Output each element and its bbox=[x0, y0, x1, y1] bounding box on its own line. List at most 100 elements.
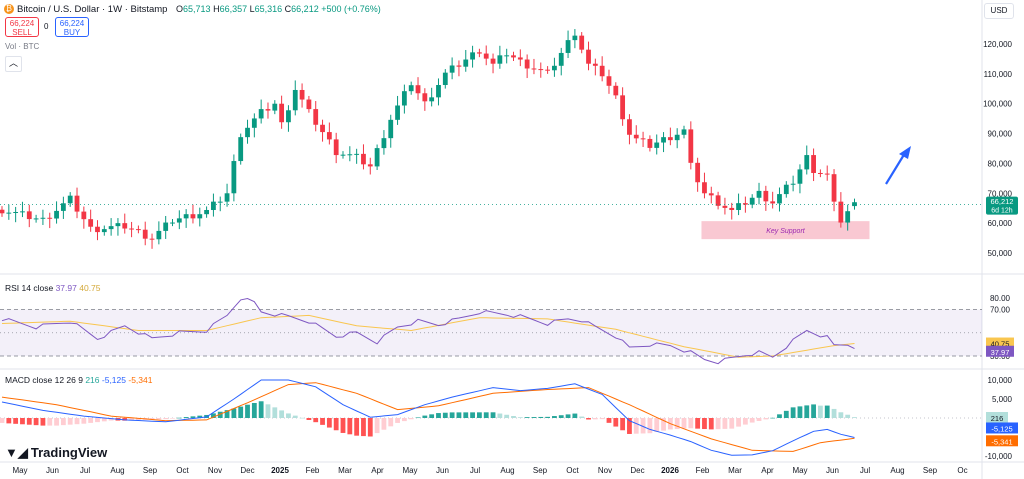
candle-body bbox=[299, 89, 305, 100]
chevron-up-icon[interactable]: ︿ bbox=[5, 56, 22, 72]
candle-body bbox=[742, 203, 748, 205]
time-tick-label: Jun bbox=[46, 466, 59, 475]
candle-body bbox=[708, 193, 714, 196]
macd-histogram-bar bbox=[60, 418, 66, 426]
macd-histogram-bar bbox=[777, 414, 782, 418]
macd-histogram-bar bbox=[20, 418, 25, 425]
candle-body bbox=[340, 154, 346, 156]
candle-body bbox=[715, 195, 721, 206]
macd-histogram-bar bbox=[845, 414, 851, 418]
candle-body bbox=[633, 134, 639, 139]
macd-histogram-bar bbox=[531, 417, 537, 418]
low-value: 65,316 bbox=[254, 4, 283, 14]
macd-histogram-bar bbox=[504, 414, 510, 418]
macd-histogram-bar bbox=[395, 418, 400, 423]
macd-legend-value: -5,125 bbox=[101, 375, 126, 385]
candle-body bbox=[756, 190, 762, 198]
macd-histogram-bar bbox=[211, 413, 216, 418]
ohlc-readout: O65,713 H66,357 L65,316 C66,212 +500 (+0… bbox=[176, 4, 381, 14]
time-tick-label: Jul bbox=[80, 466, 90, 475]
candle-body bbox=[497, 55, 503, 64]
tradingview-logo[interactable]: ▼◢ TradingView bbox=[5, 445, 107, 461]
macd-hist-tag bbox=[986, 412, 1008, 423]
candle-body bbox=[579, 35, 585, 50]
candle-body bbox=[115, 223, 121, 227]
candle-body bbox=[667, 137, 673, 141]
candle-body bbox=[224, 193, 230, 202]
candle-body bbox=[251, 118, 257, 128]
candle-body bbox=[545, 69, 550, 71]
sell-button[interactable]: 66,224 SELL bbox=[5, 17, 39, 37]
macd-histogram-bar bbox=[811, 404, 816, 418]
macd-histogram-bar bbox=[804, 405, 810, 418]
macd-tag-value: -5,125 bbox=[991, 424, 1012, 433]
candle-body bbox=[749, 197, 755, 205]
time-tick-label: 2026 bbox=[661, 466, 679, 475]
axes: 120,000110,000100,00090,00080,00070,0006… bbox=[983, 40, 1018, 461]
macd-histogram-bar bbox=[313, 418, 319, 423]
time-tick-label: May bbox=[792, 466, 807, 475]
currency-selector[interactable]: USD bbox=[984, 3, 1014, 19]
macd-histogram-bar bbox=[108, 418, 114, 421]
price-tick-label: 50,000 bbox=[988, 249, 1013, 258]
trend-arrow-shaft bbox=[885, 152, 906, 185]
candle-body bbox=[797, 169, 803, 184]
buy-button[interactable]: 66,224 BUY bbox=[55, 17, 89, 37]
candle-body bbox=[845, 211, 851, 223]
macd-histogram-bar bbox=[490, 412, 496, 418]
macd-tick-label: -10,000 bbox=[985, 452, 1013, 461]
macd-histogram-bar bbox=[708, 418, 714, 430]
candle-body bbox=[40, 217, 46, 219]
time-tick-label: Feb bbox=[306, 466, 320, 475]
candle-body bbox=[388, 119, 394, 139]
candle-body bbox=[326, 132, 332, 140]
macd-tag bbox=[986, 422, 1018, 434]
time-tick-label: Sep bbox=[143, 466, 158, 475]
macd-histogram-bar bbox=[517, 417, 523, 418]
rsi-tag-value: 37.97 bbox=[991, 348, 1010, 357]
price-tick-label: 80,000 bbox=[988, 159, 1013, 168]
macd-line bbox=[1, 379, 855, 456]
candle-body bbox=[674, 134, 680, 141]
low-label: L bbox=[249, 4, 255, 14]
macd-histogram-bar bbox=[824, 405, 830, 418]
candle-body bbox=[729, 207, 735, 211]
macd-histogram-bar bbox=[661, 418, 666, 431]
candle-body bbox=[722, 205, 728, 208]
macd-hist-legend: 216 bbox=[85, 375, 100, 385]
symbol-title[interactable]: Bitcoin / U.S. Dollar · 1W · Bitstamp bbox=[17, 4, 168, 15]
candle-body bbox=[415, 85, 421, 94]
macd-histogram-bar bbox=[511, 416, 516, 418]
macd-histogram-bar bbox=[231, 408, 237, 418]
candle-body bbox=[320, 124, 325, 133]
macd-histogram-bar bbox=[422, 415, 428, 418]
macd-histogram-bar bbox=[156, 418, 162, 420]
macd-histogram-bar bbox=[265, 404, 271, 418]
macd-histogram-bar bbox=[558, 415, 564, 418]
time-tick-label: Oct bbox=[176, 466, 189, 475]
open-label: O bbox=[176, 4, 184, 14]
macd-histogram-bar bbox=[88, 418, 94, 423]
candle-body bbox=[586, 49, 591, 64]
open-value: 65,713 bbox=[183, 4, 211, 14]
time-tick-label: May bbox=[402, 466, 417, 475]
candle-body bbox=[20, 211, 25, 213]
macd-histogram-bar bbox=[436, 413, 441, 418]
candle-body bbox=[211, 201, 216, 211]
macd-histogram-bar bbox=[149, 418, 155, 420]
candle-body bbox=[367, 164, 373, 167]
macd-histogram-bar bbox=[26, 418, 32, 425]
candle-body bbox=[33, 218, 39, 220]
candle-body bbox=[695, 162, 701, 183]
signal-legend-value: -5,341 bbox=[128, 375, 153, 385]
macd-histogram-bar bbox=[251, 402, 257, 418]
candle-body bbox=[231, 161, 237, 194]
rsi-label: RSI 14 close bbox=[5, 283, 54, 293]
macd-histogram-bar bbox=[381, 418, 387, 430]
buy-label: BUY bbox=[63, 28, 81, 37]
candle-body bbox=[804, 155, 810, 170]
macd-histogram-bar bbox=[217, 411, 223, 418]
candle-body bbox=[258, 109, 264, 119]
candle-body bbox=[654, 142, 660, 148]
